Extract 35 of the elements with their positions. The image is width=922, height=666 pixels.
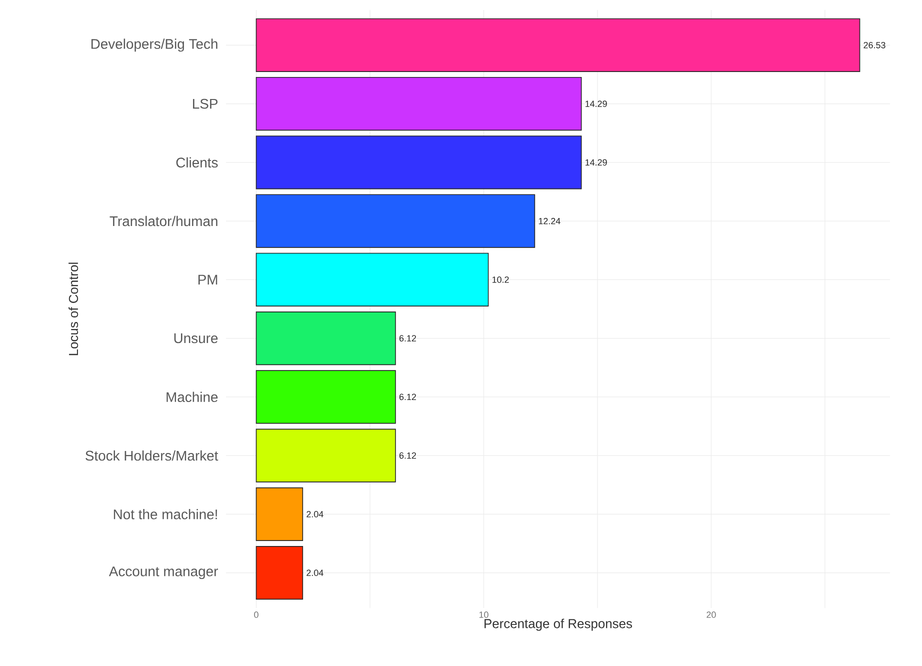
- bar: [256, 312, 396, 366]
- y-tick-label: Stock Holders/Market: [86, 450, 218, 461]
- data-label: 12.24: [538, 218, 560, 224]
- data-label: 14.29: [586, 100, 607, 107]
- bar: [256, 252, 489, 306]
- bar: [256, 487, 304, 541]
- x-tick-label: 10: [479, 612, 488, 618]
- bar: [256, 428, 396, 482]
- data-label: 6.12: [399, 335, 416, 342]
- data-label: 2.04: [306, 570, 324, 576]
- y-tick-label: Translator/human: [110, 216, 218, 226]
- data-label: 10.2: [492, 276, 509, 283]
- x-tick-label: 0: [254, 612, 258, 618]
- y-tick-label: Unsure: [174, 333, 218, 344]
- bar: [256, 546, 304, 600]
- bar: [256, 18, 860, 72]
- bar: [256, 136, 582, 190]
- y-tick-label: Account manager: [108, 566, 218, 580]
- y-tick-label: LSP: [193, 98, 218, 109]
- y-axis-title: Locus of Control: [68, 262, 78, 356]
- y-tick-label: Clients: [176, 157, 218, 168]
- y-tick-label: PM: [198, 274, 218, 284]
- y-tick-label: Developers/Big Tech: [91, 38, 218, 52]
- bar: [256, 370, 396, 424]
- data-label: 14.29: [586, 159, 607, 166]
- x-axis-title: Percentage of Responses: [484, 618, 632, 631]
- bar: [256, 77, 582, 131]
- y-tick-label: Machine: [166, 392, 218, 402]
- y-tick-label: Not the machine!: [114, 509, 217, 520]
- data-label: 6.12: [399, 394, 416, 400]
- data-label: 26.53: [864, 42, 886, 48]
- data-label: 2.04: [306, 511, 324, 518]
- data-label: 6.12: [399, 452, 416, 459]
- bar: [256, 194, 536, 248]
- x-tick-label: 20: [706, 612, 716, 618]
